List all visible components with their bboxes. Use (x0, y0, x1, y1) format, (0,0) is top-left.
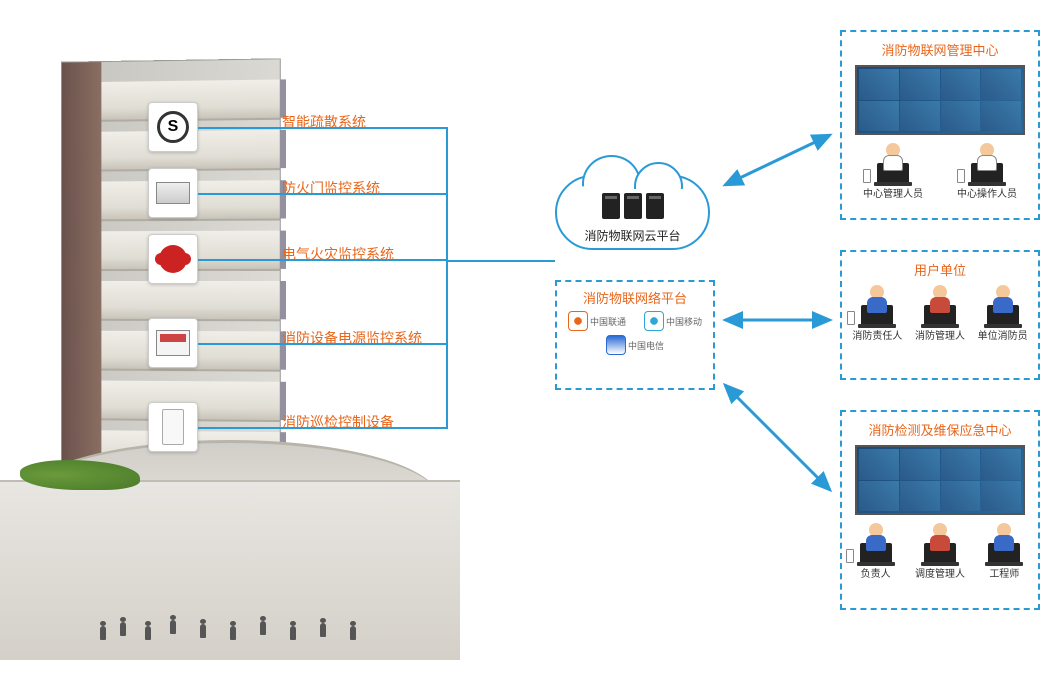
person-body (930, 297, 950, 313)
role-icon (920, 523, 960, 563)
person-body (993, 297, 1013, 313)
device-elecfire (148, 234, 198, 284)
arrow-to-mgmt (720, 130, 840, 190)
role-label: 工程师 (984, 565, 1024, 580)
role-item: 中心操作人员 (957, 143, 1017, 200)
label-patrol: 消防巡检控制设备 (282, 412, 394, 432)
role-item: 负责人 (856, 523, 896, 580)
role-label: 调度管理人 (915, 565, 965, 580)
cloud-servers (602, 193, 664, 219)
device-firedoor (148, 168, 198, 218)
crowd (100, 600, 400, 640)
role-icon (873, 143, 913, 183)
server-icon (602, 193, 620, 219)
connector-to-cloud (446, 260, 555, 262)
network-platform-box: 消防物联网络平台 中国联通 中国移动 中国电信 (555, 280, 715, 390)
carrier-unicom: 中国联通 (568, 311, 626, 331)
network-platform-title: 消防物联网络平台 (563, 288, 707, 307)
role-item: 消防责任人 (852, 285, 902, 342)
phone-icon (957, 169, 965, 183)
role-label: 中心操作人员 (957, 185, 1017, 200)
patrol-icon (162, 409, 184, 445)
label-power: 消防设备电源监控系统 (282, 328, 422, 348)
person-body (866, 535, 886, 551)
cloud-platform: 消防物联网云平台 (555, 175, 710, 265)
box-maint-center: 消防检测及维保应急中心 负责人 调度管理人 (840, 410, 1040, 610)
role-label: 中心管理人员 (863, 185, 923, 200)
carrier-label: 中国电信 (628, 339, 664, 352)
box-title: 消防检测及维保应急中心 (848, 420, 1032, 439)
role-item: 工程师 (984, 523, 1024, 580)
person-body (994, 535, 1014, 551)
role-icon (856, 523, 896, 563)
phone-icon (846, 549, 854, 563)
telecom-icon (606, 335, 626, 355)
role-label: 消防责任人 (852, 327, 902, 342)
connector-firedoor (198, 193, 446, 195)
phone-icon (847, 311, 855, 325)
label-evac: 智能疏散系统 (282, 112, 366, 132)
mobile-icon (644, 311, 664, 331)
server-icon (646, 193, 664, 219)
role-icon (967, 143, 1007, 183)
person-body (867, 297, 887, 313)
role-label: 负责人 (856, 565, 896, 580)
role-row: 消防责任人 消防管理人 单位消防员 (848, 285, 1032, 342)
elecfire-icon (159, 245, 187, 273)
role-item: 调度管理人 (915, 523, 965, 580)
arrow-to-user (720, 305, 840, 335)
role-icon (984, 523, 1024, 563)
power-icon (156, 330, 190, 356)
unicom-icon (568, 311, 588, 331)
connector-elecfire (198, 259, 446, 261)
device-evac: S (148, 102, 198, 152)
role-item: 单位消防员 (978, 285, 1028, 342)
evac-icon: S (157, 111, 189, 143)
screen-wall (855, 65, 1025, 135)
connector-bus (446, 127, 448, 429)
role-icon (983, 285, 1023, 325)
role-item: 消防管理人 (915, 285, 965, 342)
box-title: 消防物联网管理中心 (848, 40, 1032, 59)
role-item: 中心管理人员 (863, 143, 923, 200)
role-row: 负责人 调度管理人 工程师 (848, 523, 1032, 580)
box-mgmt-center: 消防物联网管理中心 中心管理人员 中心操作人员 (840, 30, 1040, 220)
box-title: 用户单位 (848, 260, 1032, 279)
device-power (148, 318, 198, 368)
cloud-label: 消防物联网云平台 (555, 227, 710, 244)
screen-wall (855, 445, 1025, 515)
role-row: 中心管理人员 中心操作人员 (848, 143, 1032, 200)
connector-evac (198, 127, 446, 129)
box-user-unit: 用户单位 消防责任人 消防管理人 单位消防员 (840, 250, 1040, 380)
carrier-label: 中国移动 (666, 315, 702, 328)
label-firedoor: 防火门监控系统 (282, 178, 380, 198)
role-label: 单位消防员 (978, 327, 1028, 342)
connector-power (198, 343, 446, 345)
carrier-label: 中国联通 (590, 315, 626, 328)
carrier-mobile: 中国移动 (644, 311, 702, 331)
label-elecfire: 电气火灾监控系统 (282, 244, 394, 264)
carrier-grid: 中国联通 中国移动 中国电信 (563, 311, 707, 355)
arrow-to-maint (720, 380, 840, 500)
building-illustration (0, 60, 460, 660)
role-icon (920, 285, 960, 325)
server-icon (624, 193, 642, 219)
firedoor-icon (156, 182, 190, 204)
role-icon (857, 285, 897, 325)
role-label: 消防管理人 (915, 327, 965, 342)
person-body (977, 155, 997, 171)
carrier-telecom: 中国电信 (563, 335, 707, 355)
person-body (883, 155, 903, 171)
device-patrol (148, 402, 198, 452)
phone-icon (863, 169, 871, 183)
connector-patrol (198, 427, 446, 429)
person-body (930, 535, 950, 551)
